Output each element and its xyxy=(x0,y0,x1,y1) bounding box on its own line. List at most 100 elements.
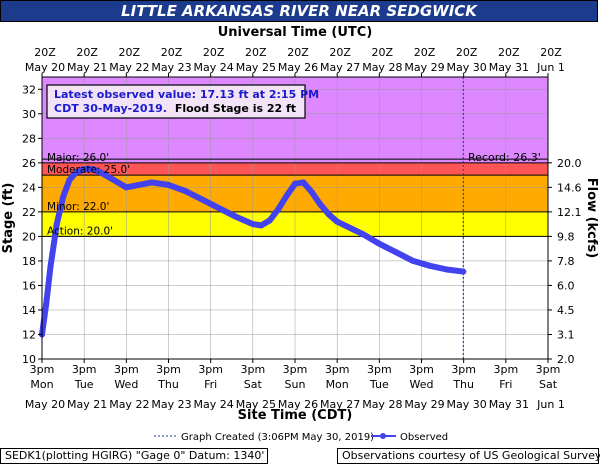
observed-point xyxy=(393,249,400,256)
footer-credit: Observations courtesy of US Geological S… xyxy=(337,448,600,464)
bottom-tick-time: 3pm xyxy=(198,363,223,376)
observed-point xyxy=(66,176,73,183)
top-tick-date: May 29 xyxy=(404,61,444,74)
top-tick-time: 20Z xyxy=(456,46,478,59)
top-tick-time: 20Z xyxy=(34,46,56,59)
bottom-tick-date: May 25 xyxy=(236,398,276,411)
bottom-tick-weekday: Thu xyxy=(452,378,474,391)
threshold-labels: Major: 26.0'Moderate: 25.0' Minor: 22.0' A… xyxy=(47,152,130,238)
bottom-tick-time: 3pm xyxy=(30,363,55,376)
observed-point xyxy=(443,266,450,273)
y-left-label: Stage (ft) xyxy=(1,183,16,254)
bottom-tick-weekday: Sat xyxy=(539,378,558,391)
threshold-label-action: Action: 20.0' xyxy=(47,225,113,237)
bottom-tick-weekday: Fri xyxy=(204,378,217,391)
right-tick-label: 12.1 xyxy=(557,206,582,219)
threshold-label-moderate: Moderate: 25.0' xyxy=(47,164,130,176)
record-label: Record: 26.3' xyxy=(468,151,541,164)
bottom-tick-weekday: Sat xyxy=(244,378,263,391)
left-tick-label: 32 xyxy=(22,83,36,96)
observed-point xyxy=(249,221,256,228)
y-right-label: Flow (kcfs) xyxy=(584,178,599,258)
top-tick-date: May 30 xyxy=(447,61,487,74)
top-tick-date: May 28 xyxy=(362,61,402,74)
bottom-tick-weekday: Tue xyxy=(74,378,94,391)
observed-point xyxy=(292,180,298,187)
series-group xyxy=(39,165,467,338)
legend-observed-label: Observed xyxy=(400,432,448,443)
left-tick-label: 30 xyxy=(22,108,36,121)
left-tick-label: 12 xyxy=(22,328,36,341)
info-line-2b: Flood Stage is 22 ft xyxy=(175,102,296,115)
top-tick-date: May 25 xyxy=(236,61,276,74)
observed-point xyxy=(376,240,383,247)
bottom-tick-weekday: Mon xyxy=(326,378,349,391)
bottom-tick-time: 3pm xyxy=(114,363,139,376)
left-axis: 10 12 14 16 18 20 22 24 26 28 30 32 xyxy=(22,83,42,366)
observed-point xyxy=(275,206,282,213)
left-tick-label: 20 xyxy=(22,230,36,243)
legend: Graph Created (3:06PM May 30, 2019) Obse… xyxy=(154,432,448,443)
bottom-tick-time: 3pm xyxy=(451,363,476,376)
observed-point xyxy=(359,230,366,237)
info-box: Latest observed value: 17.13 ft at 2:15 … xyxy=(46,84,319,119)
top-tick-time: 20Z xyxy=(498,46,520,59)
top-tick-time: 20Z xyxy=(119,46,141,59)
top-tick-time: 20Z xyxy=(161,46,183,59)
observed-point xyxy=(60,194,67,201)
bottom-tick-date: May 23 xyxy=(151,398,191,411)
observed-point xyxy=(308,189,315,196)
bottom-tick-date: May 28 xyxy=(362,398,402,411)
top-tick-time: 20Z xyxy=(540,46,562,59)
top-tick-date: May 20 xyxy=(25,61,65,74)
bottom-tick-time: 3pm xyxy=(367,363,392,376)
bottom-tick-time: 3pm xyxy=(409,363,434,376)
top-tick-date: May 27 xyxy=(320,61,360,74)
left-tick-label: 24 xyxy=(22,181,36,194)
bottom-axis: 3pm Mon May 20 3pm Tue May 21 3pm Wed May 22 3pm T… xyxy=(25,359,565,411)
bottom-tick-time: 3pm xyxy=(72,363,97,376)
left-tick-label: 16 xyxy=(22,279,36,292)
legend-observed-marker xyxy=(380,433,386,439)
observed-point xyxy=(266,217,273,224)
chart-title: LITTLE ARKANSAS RIVER NEAR SEDGWICK xyxy=(0,0,598,22)
right-tick-label: 3.1 xyxy=(557,328,575,341)
bottom-tick-weekday: Tue xyxy=(369,378,389,391)
observed-point xyxy=(98,169,105,176)
info-line-2a: CDT 30-May-2019. xyxy=(54,102,167,115)
right-tick-label: 9.8 xyxy=(557,230,575,243)
top-tick-time: 20Z xyxy=(76,46,98,59)
observed-point xyxy=(135,181,142,188)
bottom-tick-date: May 21 xyxy=(67,398,107,411)
bottom-tick-weekday: Wed xyxy=(410,378,434,391)
bottom-tick-date: May 31 xyxy=(489,398,529,411)
bottom-tick-time: 3pm xyxy=(240,363,265,376)
top-tick-date: May 26 xyxy=(278,61,318,74)
bottom-tick-date: May 26 xyxy=(278,398,318,411)
bottom-tick-date: May 30 xyxy=(447,398,487,411)
bottom-tick-time: 3pm xyxy=(283,363,308,376)
observed-point xyxy=(300,179,307,186)
svg-text:CDT 30-May-2019. Flood S: CDT 30-May-2019. Flood Stage is 22 ft xyxy=(54,102,296,115)
top-axis-title: Universal Time (UTC) xyxy=(218,25,373,40)
observed-point xyxy=(72,169,79,176)
bottom-tick-weekday: Mon xyxy=(30,378,53,391)
top-tick-date: May 23 xyxy=(151,61,191,74)
right-tick-label: 7.8 xyxy=(557,255,575,268)
left-tick-label: 26 xyxy=(22,157,36,170)
top-tick-date: May 31 xyxy=(489,61,529,74)
observed-point xyxy=(148,179,155,186)
bottom-tick-date: Jun 1 xyxy=(536,398,565,411)
observed-point xyxy=(232,213,239,220)
right-tick-label: 2.0 xyxy=(557,353,575,366)
top-tick-date: May 22 xyxy=(109,61,149,74)
info-line-1: Latest observed value: 17.13 ft at 2:15 … xyxy=(54,88,319,101)
observed-point xyxy=(216,205,223,212)
left-tick-label: 14 xyxy=(22,304,36,317)
bottom-tick-weekday: Fri xyxy=(499,378,512,391)
bottom-axis-title: Site Time (CDT) xyxy=(238,408,353,423)
right-tick-label: 14.6 xyxy=(557,181,582,194)
left-tick-label: 28 xyxy=(22,132,36,145)
right-axis: 2.0 3.1 4.5 6.0 7.8 9.8 12.1 14.6 20.0 xyxy=(548,157,582,366)
